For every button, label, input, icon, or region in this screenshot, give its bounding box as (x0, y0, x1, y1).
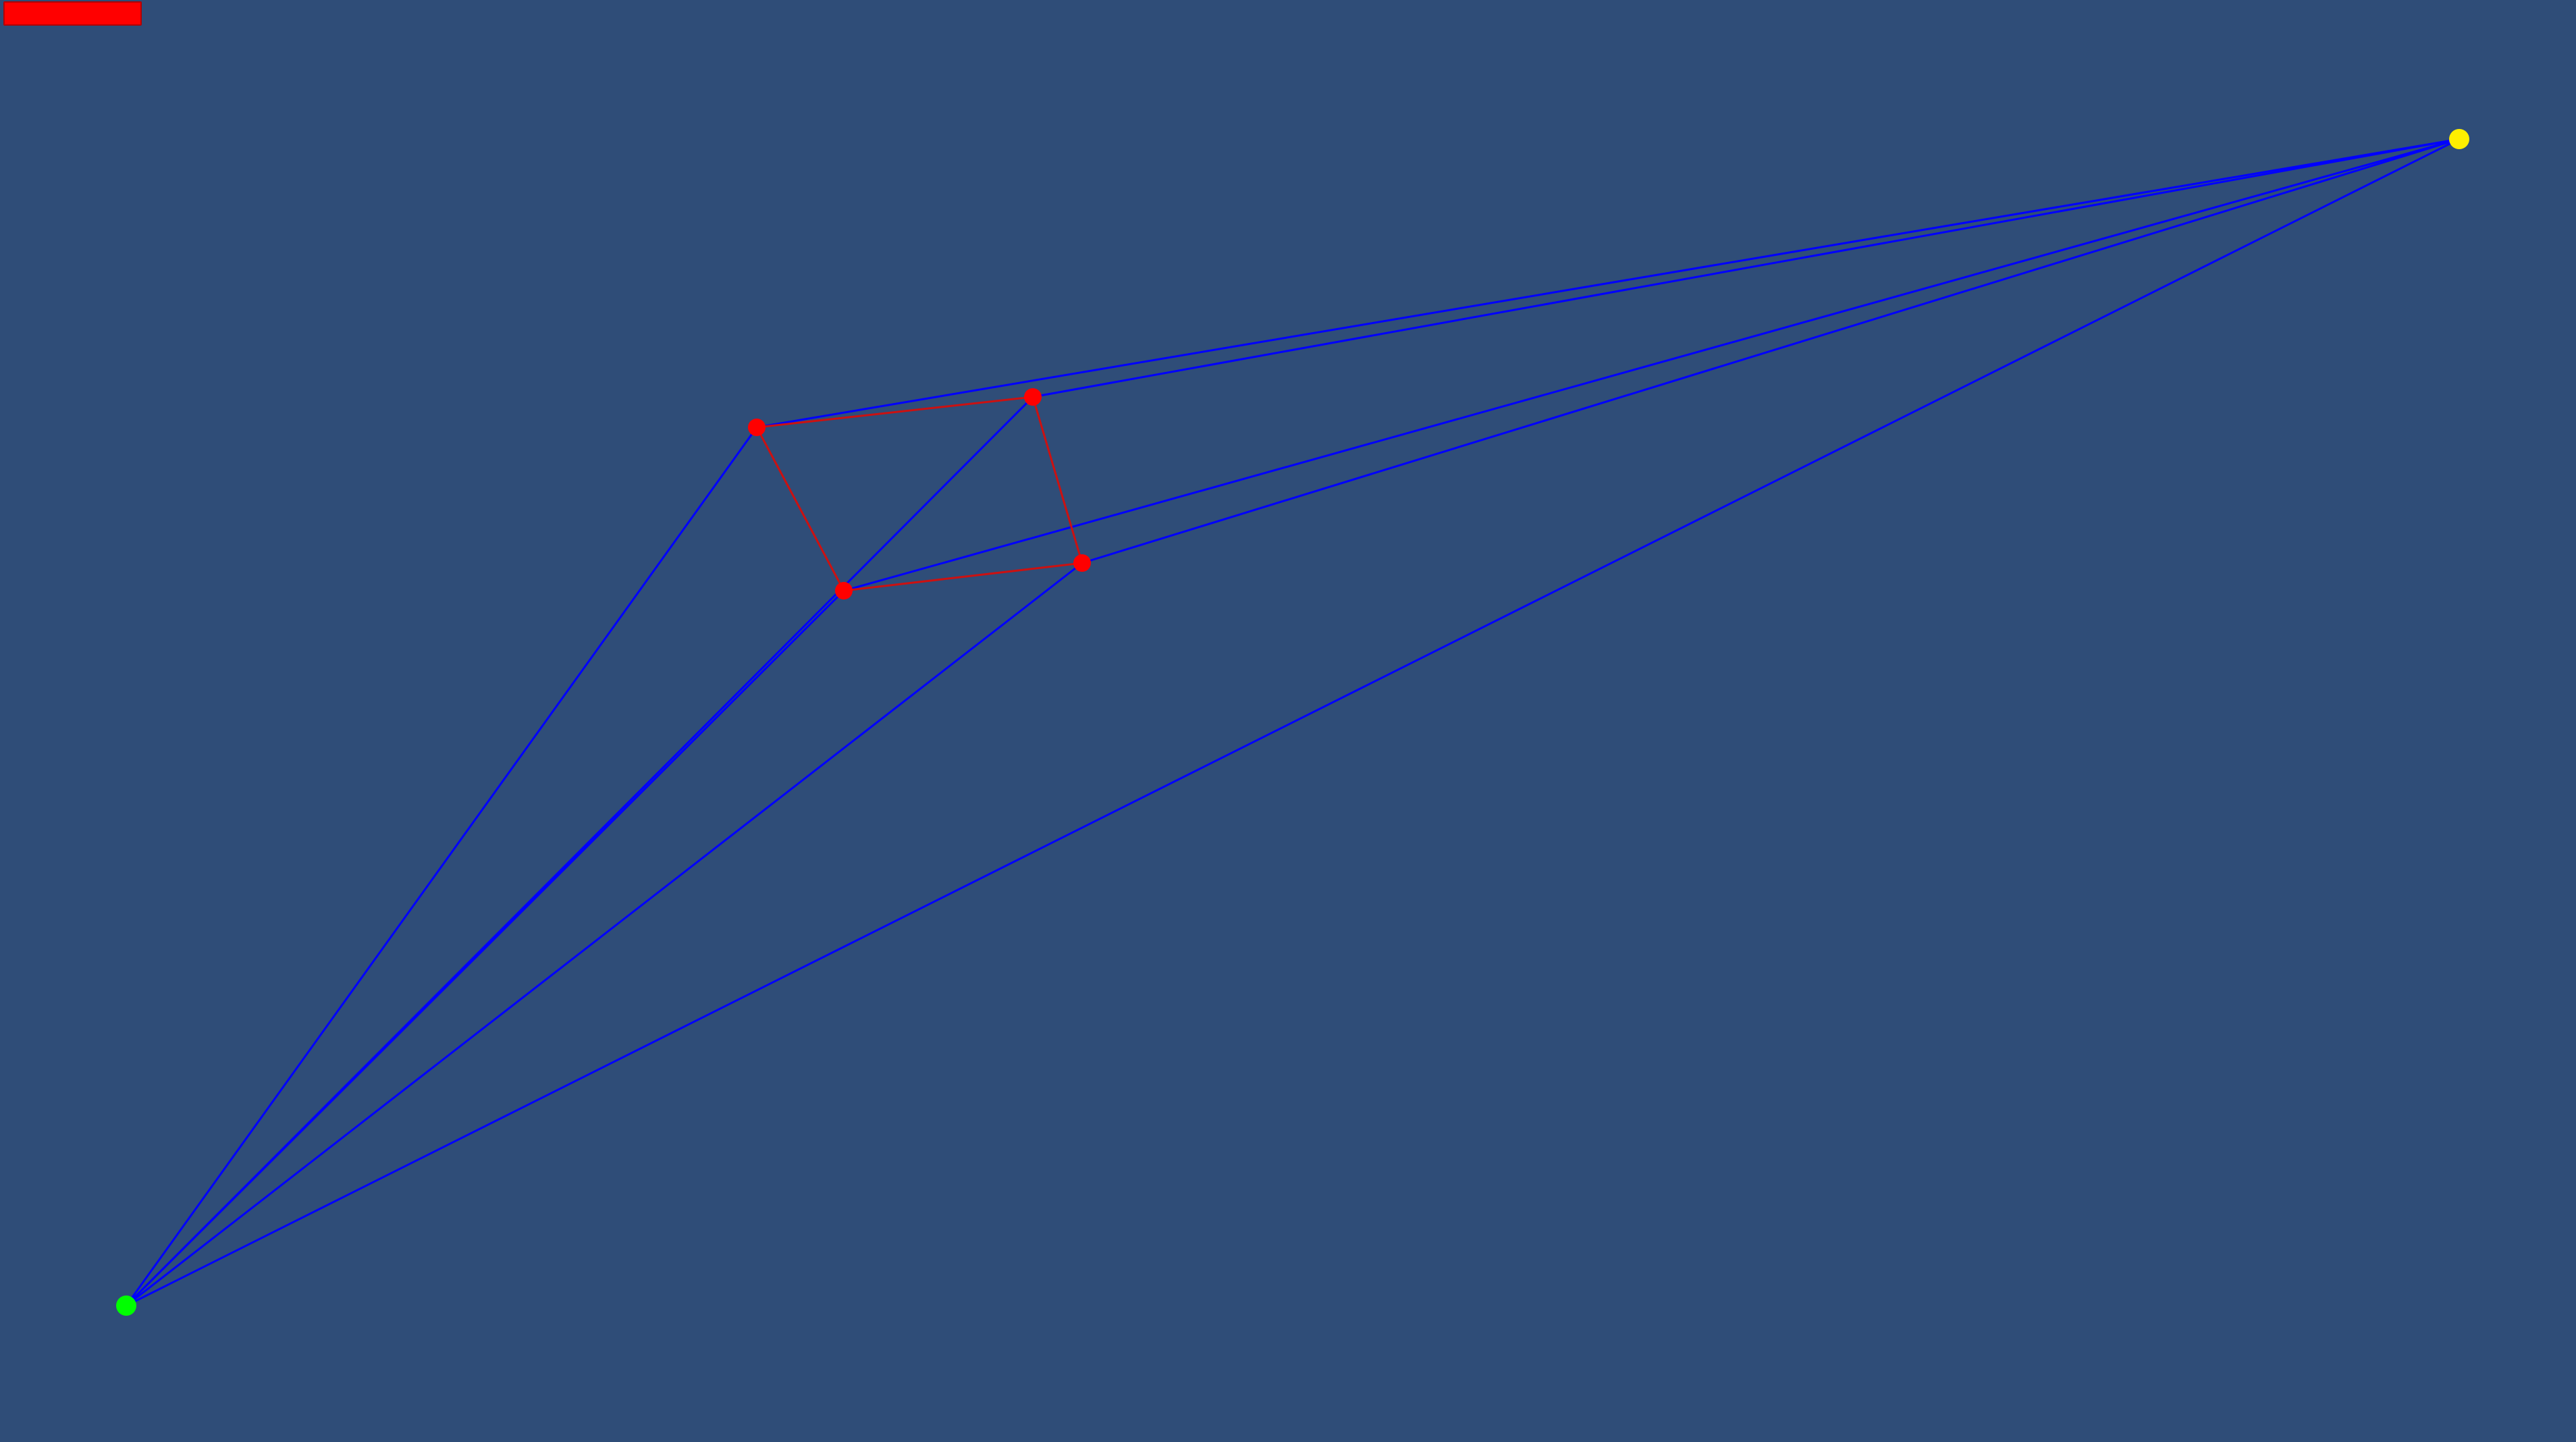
ray-from-target-1 (756, 138, 2460, 429)
ray-source-to-target (126, 138, 2460, 1307)
polygon-edge-3 (843, 562, 1083, 592)
visibility-rays (125, 138, 2460, 1307)
target-point-icon[interactable] (2449, 129, 2469, 149)
polygon-edge-2 (1031, 396, 1083, 564)
obstacle-polygon (755, 396, 1083, 592)
source-point-icon[interactable] (116, 1296, 136, 1316)
ray-from-target-4 (843, 138, 2460, 592)
polygon-edge-1 (756, 396, 1034, 429)
ray-from-target-3 (1081, 138, 2460, 564)
scene-points (116, 129, 2469, 1316)
polygon-edge-4 (755, 427, 845, 591)
ray-from-target-2 (1032, 138, 2460, 398)
ray-from-source-3 (126, 562, 1083, 1307)
polygon-vertex-icon-4[interactable] (835, 582, 853, 599)
polygon-vertex-icon-3[interactable] (1073, 554, 1091, 572)
polygon-vertex-icon-1[interactable] (748, 419, 766, 436)
toolbar-button[interactable] (3, 1, 142, 26)
ray-from-source-4 (125, 589, 845, 1307)
polygon-vertex-icon-2[interactable] (1024, 388, 1042, 406)
ray-from-source-1 (125, 427, 758, 1306)
